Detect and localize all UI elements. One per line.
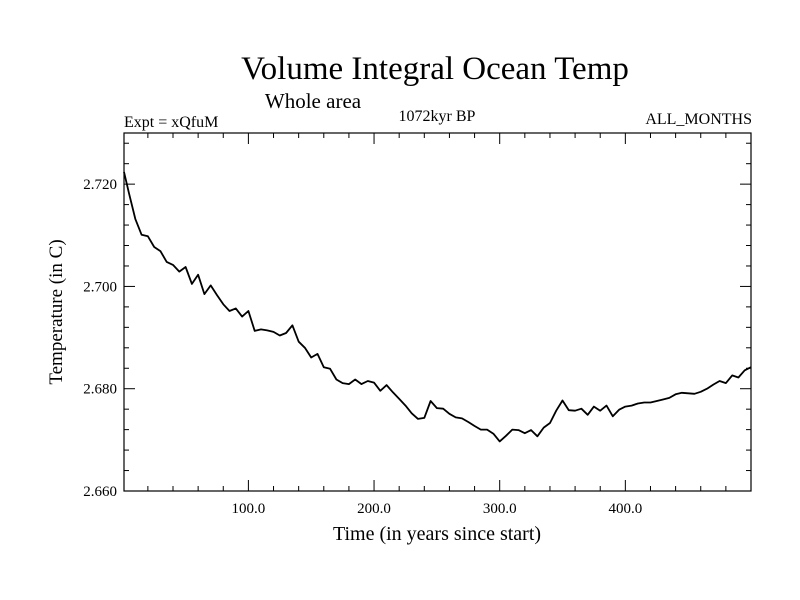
x-tick-label: 200.0 <box>357 501 391 517</box>
y-tick-label: 2.720 <box>83 177 117 193</box>
y-tick-label: 2.700 <box>83 279 117 295</box>
plot-frame <box>123 132 752 492</box>
chart-subtitle: Whole area <box>265 89 362 113</box>
y-tick-label: 2.680 <box>83 382 117 398</box>
series-line <box>123 171 752 443</box>
y-tick-label: 2.660 <box>83 484 117 500</box>
period-label: 1072kyr BP <box>399 108 476 125</box>
chart-title: Volume Integral Ocean Temp <box>241 51 629 87</box>
x-tick-label: 300.0 <box>483 501 517 517</box>
months-label: ALL_MONTHS <box>645 111 752 128</box>
axis-ticks <box>124 133 751 492</box>
x-tick-label: 400.0 <box>608 501 642 517</box>
x-tick-label: 100.0 <box>232 501 266 517</box>
experiment-label: Expt = xQfuM <box>124 114 218 131</box>
y-axis-label: Temperature (in C) <box>46 239 67 384</box>
axis-tick-labels: 100.0 200.0 300.0 400.0 2.660 2.680 2.700 2.720 <box>83 177 642 517</box>
x-axis-label: Time (in years since start) <box>333 523 541 545</box>
